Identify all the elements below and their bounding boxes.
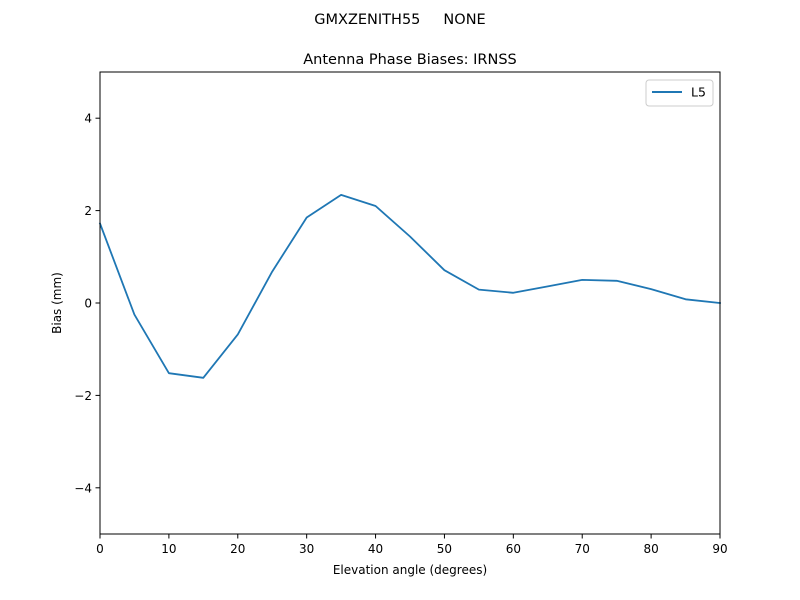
plot-area [98,71,721,535]
y-tick-label: −4 [74,481,92,495]
x-tick-label: 20 [230,542,245,556]
series-line-l5 [98,193,721,379]
x-tick-label: 80 [643,542,658,556]
x-tick-label: 50 [437,542,452,556]
x-tick-label: 90 [712,542,727,556]
x-tick-label: 0 [96,542,104,556]
series-layer [98,193,721,379]
x-axis-label: Elevation angle (degrees) [333,563,487,577]
x-tick-label: 10 [161,542,176,556]
y-axis-label: Bias (mm) [50,272,64,334]
legend-label-l5: L5 [691,85,706,100]
axes-frame [99,71,721,535]
x-tick-label: 60 [506,542,521,556]
x-axis-ticks: 0 10 20 30 40 50 60 70 80 90 [96,534,728,556]
y-tick-label: 4 [84,112,92,126]
chart-title: Antenna Phase Biases: IRNSS [303,52,517,68]
figure-suptitle: GMXZENITH55 NONE [314,12,485,28]
x-tick-label: 30 [299,542,314,556]
x-tick-label: 70 [575,542,590,556]
y-axis-ticks: −4 −2 0 2 4 [74,112,100,495]
y-tick-label: −2 [74,389,92,403]
x-tick-label: 40 [368,542,383,556]
y-tick-label: 0 [84,297,92,311]
legend: L5 [645,79,714,107]
y-tick-label: 2 [84,204,92,218]
